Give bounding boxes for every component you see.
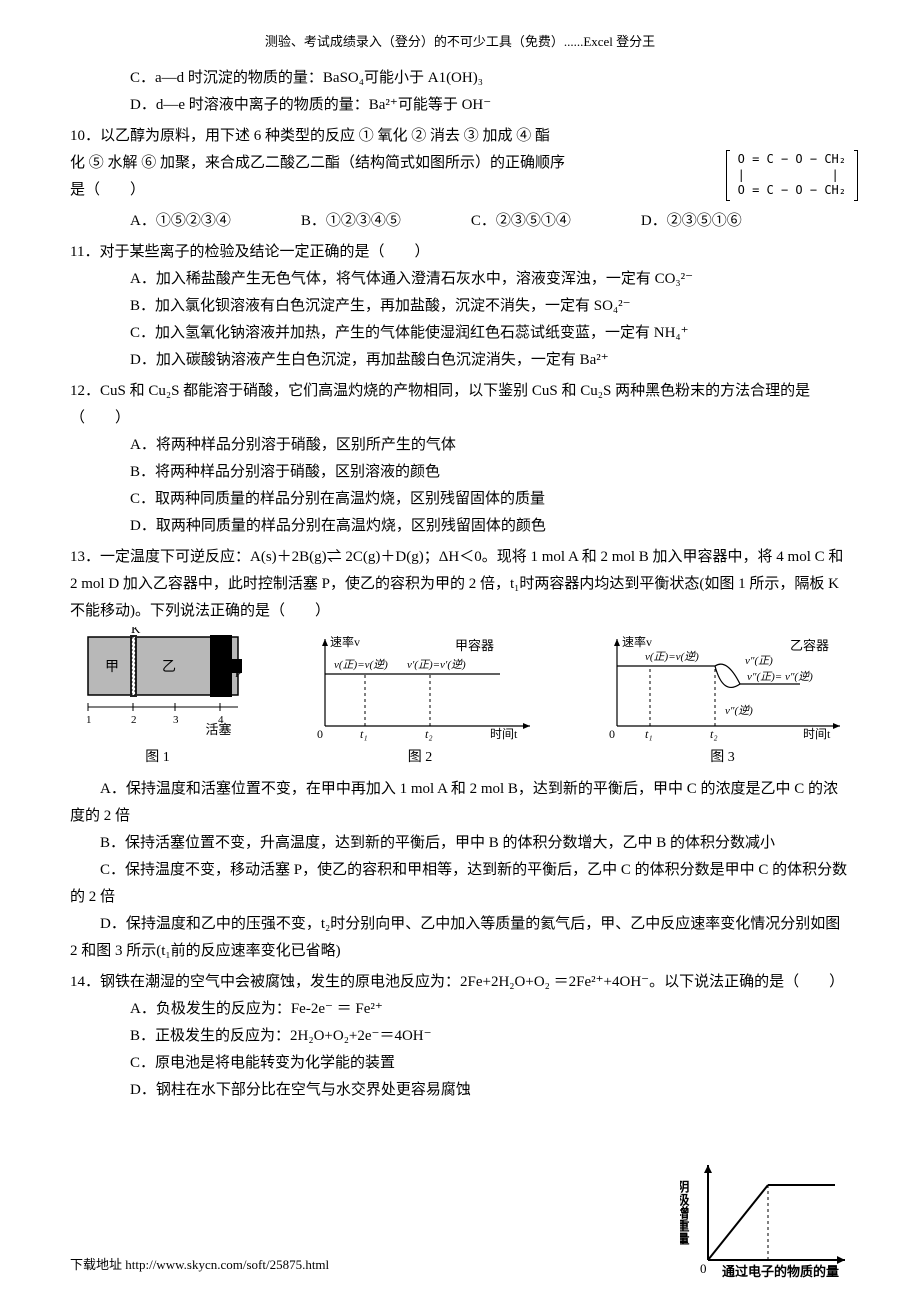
- q10-opt-b: B．①②③④⑤: [301, 208, 401, 235]
- q10-opt-c: C．②③⑤①④: [471, 208, 571, 235]
- svg-text:0: 0: [700, 1261, 707, 1276]
- chem-row2: O = C − O − CH₂: [738, 183, 846, 199]
- svg-text:P: P: [235, 668, 241, 680]
- fig3-label: 图 3: [710, 745, 735, 770]
- chem-mid: | |: [738, 168, 846, 184]
- q11-a: A．加入稀盐酸产生无色气体，将气体通入澄清石灰水中，溶液变浑浊，一定有 CO₃²…: [70, 266, 850, 293]
- q12-a: A．将两种样品分别溶于硝酸，区别所产生的气体: [70, 432, 850, 459]
- q10-options: A．①⑤②③④ B．①②③④⑤ C．②③⑤①④ D．②③⑤①⑥: [70, 208, 850, 235]
- q13-b: B．保持活塞位置不变，升高温度，达到新的平衡后，甲中 B 的体积分数增大，乙中 …: [70, 830, 850, 857]
- q10-opt-a: A．①⑤②③④: [130, 208, 231, 235]
- svg-text:v(正)=v(逆): v(正)=v(逆): [645, 650, 699, 663]
- q11-d: D．加入碳酸钠溶液产生白色沉淀，再加盐酸白色沉淀消失，一定有 Ba²⁺: [70, 347, 850, 374]
- svg-text:甲: 甲: [105, 660, 119, 675]
- svg-text:甲容器: 甲容器: [455, 638, 494, 653]
- q12-b: B．将两种样品分别溶于硝酸，区别溶液的颜色: [70, 459, 850, 486]
- prev-opt-d: D．d—e 时溶液中离子的物质的量：Ba²⁺可能等于 OH⁻: [70, 92, 850, 119]
- svg-text:阴极增重量: 阴极增重量: [680, 1180, 690, 1246]
- chem-structure-icon: O = C − O − CH₂ | | O = C − O − CH₂: [734, 150, 850, 201]
- svg-text:v″(逆): v″(逆): [725, 704, 753, 717]
- svg-text:v″(正): v″(正): [745, 655, 773, 667]
- piston-label: 活塞: [83, 718, 231, 741]
- svg-text:通过电子的物质的量: 通过电子的物质的量: [722, 1264, 839, 1279]
- svg-text:t₂: t₂: [710, 727, 718, 741]
- q10-line1: 10．以乙醇为原料，用下述 6 种类型的反应 ① 氧化 ② 消去 ③ 加成 ④ …: [70, 123, 850, 150]
- fig2-label: 图 2: [408, 745, 433, 770]
- q14-b: B．正极发生的反应为：2H₂O+O₂+2e⁻＝4OH⁻: [70, 1023, 577, 1050]
- q11-b: B．加入氯化钡溶液有白色沉淀产生，再加盐酸，沉淀不消失，一定有 SO₄²⁻: [70, 293, 850, 320]
- q13: 13．一定温度下可逆反应：A(s)＋2B(g)⇌ 2C(g)＋D(g)；ΔH＜0…: [70, 544, 850, 625]
- svg-text:v″(正)= v″(逆): v″(正)= v″(逆): [747, 670, 813, 683]
- svg-text:v(正)=v(逆): v(正)=v(逆): [334, 658, 388, 671]
- content-body: C．a—d 时沉淀的物质的量：BaSO₄可能小于 A1(OH)₃ D．d—e 时…: [70, 65, 850, 1104]
- fig1-label: 图 1: [145, 745, 170, 770]
- svg-text:速率v: 速率v: [622, 636, 652, 649]
- side-graph: 0 通过电子的物质的量 阴极增重量: [680, 1160, 850, 1290]
- svg-text:乙: 乙: [162, 659, 176, 675]
- svg-text:0: 0: [609, 727, 615, 741]
- q13-a: A．保持温度和活塞位置不变，在甲中再加入 1 mol A 和 2 mol B，达…: [70, 776, 850, 830]
- rate-chart-3-icon: 0 t₁ t₂ 时间t 速率v 乙容器 v(正)=v(逆) v″(正) v″(正…: [595, 636, 850, 741]
- q14: 14．钢铁在潮湿的空气中会被腐蚀，发生的原电池反应为：2Fe+2H₂O+O₂ ＝…: [70, 969, 850, 996]
- chem-row1: O = C − O − CH₂: [738, 152, 846, 168]
- q12-d: D．取两种同质量的样品分别在高温灼烧，区别残留固体的颜色: [70, 513, 850, 540]
- figure-1: 1 2 3 4 甲 乙 K P 活塞 图 1: [70, 627, 245, 771]
- page-footer: 下载地址 http://www.skycn.com/soft/25875.htm…: [70, 1253, 329, 1276]
- svg-text:时间t: 时间t: [490, 727, 518, 741]
- rate-chart-2-icon: 0 t₁ t₂ 时间t 速率v 甲容器 v(正)=v(逆) v′(正)=v′(逆…: [300, 636, 540, 741]
- svg-text:t₂: t₂: [425, 727, 433, 741]
- q14-d: D．钢柱在水下部分比在空气与水交界处更容易腐蚀: [70, 1077, 577, 1104]
- svg-text:t₁: t₁: [360, 727, 368, 741]
- piston-diagram-icon: 1 2 3 4 甲 乙 K P: [70, 627, 245, 732]
- q10-opt-d: D．②③⑤①⑥: [641, 208, 742, 235]
- svg-text:时间t: 时间t: [803, 727, 831, 741]
- q13-c: C．保持温度不变，移动活塞 P，使乙的容积和甲相等，达到新的平衡后，乙中 C 的…: [70, 857, 850, 911]
- q14-a: A．负极发生的反应为：Fe-2e⁻ ＝ Fe²⁺: [70, 996, 577, 1023]
- q12-c: C．取两种同质量的样品分别在高温灼烧，区别残留固体的质量: [70, 486, 850, 513]
- electrode-graph-icon: 0 通过电子的物质的量 阴极增重量: [680, 1160, 850, 1280]
- svg-text:K: K: [131, 627, 141, 636]
- q13-d: D．保持温度和乙中的压强不变，t₂时分别向甲、乙中加入等质量的氦气后，甲、乙中反…: [70, 911, 850, 965]
- svg-text:速率v: 速率v: [330, 636, 360, 649]
- svg-text:乙容器: 乙容器: [790, 638, 829, 653]
- prev-opt-c: C．a—d 时沉淀的物质的量：BaSO₄可能小于 A1(OH)₃: [70, 65, 850, 92]
- svg-text:t₁: t₁: [645, 727, 653, 741]
- q11: 11．对于某些离子的检验及结论一定正确的是（ ）: [70, 239, 850, 266]
- q14-c: C．原电池是将电能转变为化学能的装置: [70, 1050, 577, 1077]
- figure-3: 0 t₁ t₂ 时间t 速率v 乙容器 v(正)=v(逆) v″(正) v″(正…: [595, 636, 850, 770]
- figure-2: 0 t₁ t₂ 时间t 速率v 甲容器 v(正)=v(逆) v′(正)=v′(逆…: [300, 636, 540, 770]
- figures-row: 1 2 3 4 甲 乙 K P 活塞 图 1 0: [70, 635, 850, 770]
- q11-c: C．加入氢氧化钠溶液并加热，产生的气体能使湿润红色石蕊试纸变蓝，一定有 NH₄⁺: [70, 320, 850, 347]
- svg-text:0: 0: [317, 727, 323, 741]
- page-header: 测验、考试成绩录入（登分）的不可少工具（免费）......Excel 登分王: [70, 30, 850, 53]
- svg-text:v′(正)=v′(逆): v′(正)=v′(逆): [407, 658, 466, 671]
- q12: 12．CuS 和 Cu₂S 都能溶于硝酸，它们高温灼烧的产物相同，以下鉴别 Cu…: [70, 378, 850, 432]
